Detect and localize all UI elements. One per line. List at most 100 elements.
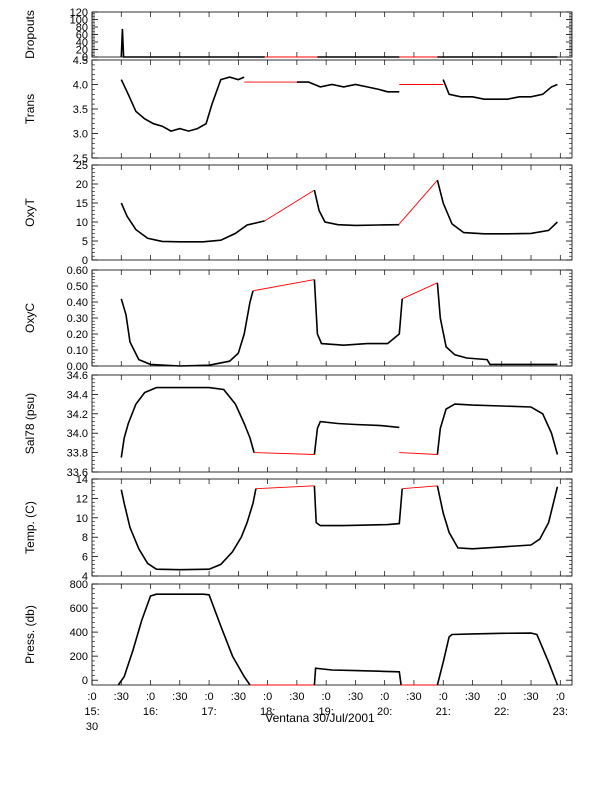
panel-frame: [91, 478, 573, 577]
data-line: [120, 386, 255, 458]
data-line: [436, 282, 558, 366]
data-line: [120, 28, 265, 58]
y-tick-label: 0: [82, 675, 88, 687]
y-tick-label: 4.0: [73, 80, 88, 92]
y-tick-label: 20: [76, 179, 88, 191]
data-line: [313, 279, 403, 347]
interpolated-gap-line: [264, 189, 315, 222]
y-tick-label: 3.0: [73, 129, 88, 141]
y-tick-label: 8: [82, 532, 88, 544]
x-tick-label: :30: [231, 691, 246, 703]
y-tick-label: 33.8: [67, 448, 88, 460]
x-tick-label: :0: [556, 691, 565, 703]
x-tick-label: :30: [172, 691, 187, 703]
data-line: [120, 202, 265, 243]
y-axis-title: Dropouts: [23, 10, 37, 59]
x-tick-hour-label: 16:: [143, 706, 158, 718]
data-line: [436, 403, 559, 455]
x-axis-title: Ventana 30/Jul/2001: [265, 711, 375, 725]
y-tick-label: 0.00: [67, 361, 88, 373]
panel-5: 4 6 8 10 12 14 Temp. (C): [23, 474, 573, 583]
x-tick-label: :0: [439, 691, 448, 703]
x-tick-label: :0: [263, 691, 272, 703]
interpolated-gap-line: [254, 452, 315, 455]
x-tick-minute-label: 30: [86, 721, 98, 733]
y-tick-label: 12: [76, 493, 88, 505]
x-tick-label: :0: [204, 691, 213, 703]
panel-frame: [91, 11, 573, 58]
y-tick-label: 800: [70, 579, 88, 591]
panel-3: 0.00 0.10 0.20 0.30 0.40 0.50 0.60 OxyC: [23, 265, 573, 373]
y-axis-title: Sal78 (psu): [23, 393, 37, 454]
x-tick-hour-label: 17:: [201, 706, 216, 718]
data-line: [296, 81, 400, 93]
y-axis-title: Trans: [23, 94, 37, 124]
x-tick-hour-label: 15:: [84, 706, 99, 718]
y-tick-label: 20: [76, 45, 88, 57]
y-tick-label: 34.4: [67, 389, 88, 401]
y-tick-label: 100: [70, 15, 88, 27]
y-tick-label: 4.5: [73, 55, 88, 67]
y-tick-label: 5: [82, 236, 88, 248]
y-tick-label: 0.50: [67, 281, 88, 293]
y-tick-label: 0.20: [67, 329, 88, 341]
x-tick-label: :0: [87, 691, 96, 703]
data-line: [313, 189, 400, 227]
y-tick-label: 0.10: [67, 345, 88, 357]
y-tick-label: 25: [76, 160, 88, 172]
panel-frame: [91, 269, 573, 367]
y-tick-label: 34.0: [67, 428, 88, 440]
x-tick-label: :0: [146, 691, 155, 703]
panel-1: 2.5 3.0 3.5 4.0 4.5 Trans: [23, 55, 573, 165]
y-tick-label: 0: [82, 255, 88, 267]
panel-frame: [91, 59, 573, 159]
y-tick-label: 2.5: [73, 153, 88, 165]
x-tick-label: :0: [322, 691, 331, 703]
y-axis-title: Press. (db): [23, 605, 37, 664]
y-tick-label: 10: [76, 513, 88, 525]
panel-2: 0 5 10 15 20 25 OxyT: [23, 160, 573, 267]
y-tick-label: 15: [76, 198, 88, 210]
x-tick-label: :30: [465, 691, 480, 703]
y-tick-label: 4: [82, 571, 88, 583]
data-line: [117, 593, 251, 686]
y-axis-title: OxyC: [23, 303, 37, 333]
y-tick-label: 3.5: [73, 104, 88, 116]
panel-4: 33.6 33.8 34.0 34.2 34.4 34.6 Sal78 (psu): [23, 370, 573, 479]
panel-6: 0 200 400 600 800 Press. (db): [23, 579, 573, 687]
y-tick-label: 80: [76, 22, 88, 34]
x-tick-label: :30: [348, 691, 363, 703]
x-tick-hour-label: 21:: [436, 706, 451, 718]
panel-frame: [91, 164, 573, 261]
data-line: [436, 632, 559, 686]
x-tick-label: :30: [523, 691, 538, 703]
y-tick-label: 34.6: [67, 370, 88, 382]
x-tick-hour-label: 18:: [260, 706, 275, 718]
x-tick-hour-label: 20:: [377, 706, 392, 718]
y-tick-label: 60: [76, 30, 88, 42]
panel-frame: [91, 374, 573, 473]
y-tick-label: 0.30: [67, 313, 88, 325]
data-line: [313, 420, 400, 455]
x-tick-hour-label: 23:: [553, 706, 568, 718]
x-tick-hour-label: 22:: [494, 706, 509, 718]
y-tick-label: 10: [76, 217, 88, 229]
data-line: [120, 76, 245, 132]
y-tick-label: 200: [70, 651, 88, 663]
y-tick-label: 0.60: [67, 265, 88, 277]
y-tick-label: 33.6: [67, 467, 88, 479]
x-tick-hour-label: 19:: [318, 706, 333, 718]
interpolated-gap-line: [255, 485, 315, 490]
x-tick-label: :0: [497, 691, 506, 703]
interpolated-gap-line: [252, 279, 315, 292]
data-line: [313, 485, 403, 527]
x-tick-label: :0: [380, 691, 389, 703]
data-line: [120, 488, 257, 571]
y-axis-title: Temp. (C): [23, 501, 37, 554]
y-tick-label: 0.40: [67, 297, 88, 309]
y-tick-label: 400: [70, 627, 88, 639]
data-line: [313, 667, 402, 686]
data-line: [442, 79, 558, 100]
y-tick-label: 600: [70, 603, 88, 615]
